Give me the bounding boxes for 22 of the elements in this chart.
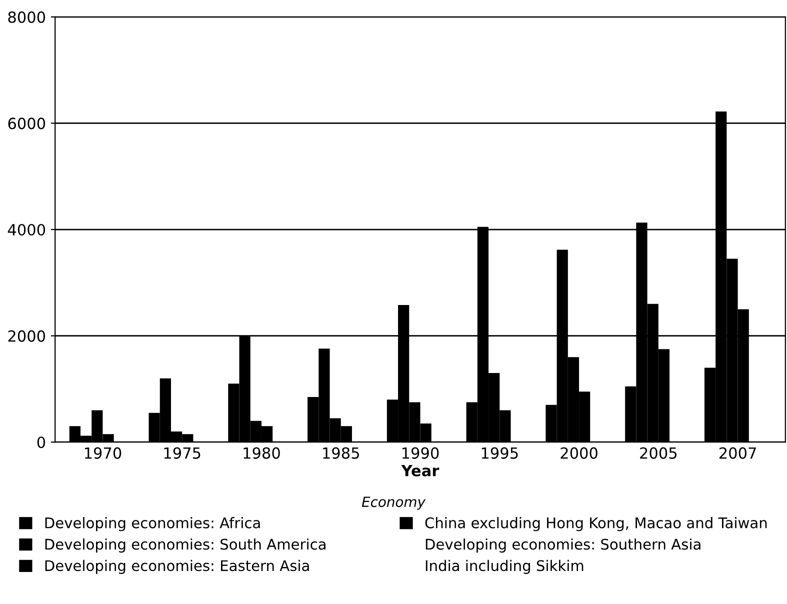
legend-label: Developing economies: Eastern Asia xyxy=(45,560,309,574)
x-tick-label: 1995 xyxy=(482,447,518,459)
legend-title: Economy xyxy=(362,496,426,510)
x-tick-label: 1970 xyxy=(84,447,122,459)
legend-label: Developing economies: South America xyxy=(45,538,326,553)
x-tick-label: 2005 xyxy=(640,447,677,459)
text: India including Sikkim xyxy=(426,560,584,574)
x-tick-label: 1990 xyxy=(402,447,439,459)
y-tick-label: 0 xyxy=(37,436,46,448)
y-tick-label: 8000 xyxy=(8,11,46,23)
text: Developing economies: Southern Asia xyxy=(426,538,700,553)
x-tick-label: 1985 xyxy=(323,447,359,459)
x-tick-label: 1975 xyxy=(164,447,200,459)
x-tick-label: 1980 xyxy=(244,447,280,459)
legend-label: China excluding Hong Kong, Macao and Taiwan xyxy=(425,517,767,532)
x-tick-label: 2007 xyxy=(719,447,756,459)
y-tick-label: 4000 xyxy=(8,224,46,236)
x-tick-label: 2000 xyxy=(560,447,598,459)
legend-label: Developing economies: Africa xyxy=(45,517,260,532)
y-tick-label: 6000 xyxy=(8,118,46,130)
x-axis-title: Year xyxy=(401,465,440,476)
y-tick-label: 2000 xyxy=(8,330,46,342)
